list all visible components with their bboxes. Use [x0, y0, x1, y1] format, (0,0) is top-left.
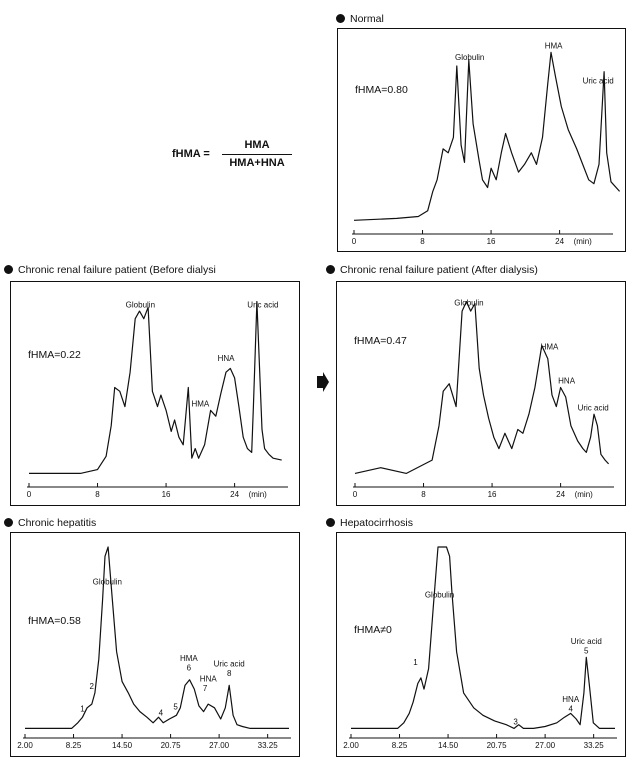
- chromatogram-trace: [353, 51, 621, 221]
- x-tick-label: 20.75: [487, 741, 508, 750]
- formula-lhs: fHMA =: [172, 148, 210, 160]
- chromatogram-chronic-hepatitis: 2.00 8.25 14.50 20.75 27.00 33.25 Globulin 1 2 45…: [17, 546, 291, 750]
- peak-label: 1: [80, 705, 85, 714]
- chromatogram-trace: [351, 546, 615, 729]
- peak-label: Uric acid: [578, 403, 609, 412]
- peak-label: HNA: [558, 377, 576, 386]
- peak-label: 8: [227, 669, 232, 678]
- x-tick-label: 16: [487, 237, 496, 246]
- fraction-bar: [222, 154, 292, 156]
- panel-title-chronic-hepatitis: Chronic hepatitis: [4, 517, 96, 529]
- chart-panel-hepatocirrhosis: 2.00 8.25 14.50 20.75 27.00 33.25 Globulin 1 3 HN…: [336, 532, 626, 757]
- chromatogram-trace: [25, 546, 289, 729]
- bullet-icon: [326, 265, 335, 274]
- peak-label: HMA: [545, 42, 563, 51]
- peak-label: 5: [584, 647, 589, 656]
- x-tick-label: 8.25: [66, 741, 82, 750]
- x-tick-label: 24: [556, 490, 565, 499]
- panel-title-before-dialysis: Chronic renal failure patient (Before di…: [4, 264, 216, 276]
- chromatogram-hepatocirrhosis: 2.00 8.25 14.50 20.75 27.00 33.25 Globulin 1 3 HN…: [343, 546, 617, 750]
- chart-panel-chronic-hepatitis: 2.00 8.25 14.50 20.75 27.00 33.25 Globulin 1 2 4 5…: [10, 532, 300, 757]
- x-unit-label: (min): [574, 237, 593, 246]
- chromatogram-after-dialysis: 0 8 16 24 (min) Globulin HMA HNA Uric acid: [353, 298, 614, 499]
- right-arrow-icon: [317, 372, 329, 392]
- chart-panel-normal: 0 8 16 24 (min) Globulin HMA Uric acid fHMA=0.8…: [337, 28, 626, 252]
- panel-title-after-dialysis: Chronic renal failure patient (After dia…: [326, 264, 538, 276]
- peak-label: Globulin: [455, 53, 484, 62]
- x-tick-label: 16: [488, 490, 497, 499]
- panel-title-hepatocirrhosis: Hepatocirrhosis: [326, 517, 413, 529]
- peak-label: 6: [187, 663, 192, 672]
- peak-label: HMA: [191, 400, 209, 409]
- bullet-icon: [336, 14, 345, 23]
- bullet-icon: [4, 265, 13, 274]
- x-tick-label: 33.25: [584, 741, 605, 750]
- formula-numerator: HMA: [244, 139, 270, 151]
- peak-label: 4: [569, 705, 574, 714]
- peak-label: Globulin: [425, 590, 454, 599]
- x-tick-label: 2.00: [343, 741, 359, 750]
- x-tick-label: 0: [27, 490, 32, 499]
- x-tick-label: 27.00: [535, 741, 556, 750]
- peak-label: Globulin: [126, 300, 155, 309]
- x-tick-label: 16: [162, 490, 171, 499]
- peak-label: HNA: [200, 675, 218, 684]
- x-tick-label: 24: [230, 490, 239, 499]
- x-unit-label: (min): [249, 490, 268, 499]
- peak-label: 3: [513, 718, 518, 727]
- peak-label: HNA: [218, 354, 236, 363]
- x-tick-label: 14.50: [112, 741, 133, 750]
- bullet-icon: [4, 518, 13, 527]
- x-tick-label: 33.25: [258, 741, 279, 750]
- peak-label: Globulin: [454, 298, 483, 307]
- bullet-icon: [326, 518, 335, 527]
- peak-label: HNA: [562, 695, 580, 704]
- peak-label: Uric acid: [214, 660, 245, 669]
- fhma-value-hepatocirrhosis: fHMA≠0: [354, 624, 392, 636]
- peak-label: Globulin: [93, 577, 122, 586]
- x-tick-label: 14.50: [438, 741, 459, 750]
- fhma-value-before-dialysis: fHMA=0.22: [28, 349, 81, 361]
- x-tick-label: 8: [95, 490, 100, 499]
- chromatogram-before-dialysis: 0 8 16 24 (min) Globulin HMA HNA Uric acid: [27, 300, 288, 499]
- x-tick-label: 8: [420, 237, 425, 246]
- x-tick-label: 24: [555, 237, 564, 246]
- x-tick-label: 2.00: [17, 741, 33, 750]
- peak-label: Uric acid: [571, 637, 602, 646]
- chromatogram-trace: [354, 301, 610, 474]
- x-unit-label: (min): [575, 490, 594, 499]
- peak-label: 7: [203, 684, 208, 693]
- fhma-value-chronic-hepatitis: fHMA=0.58: [28, 615, 81, 627]
- x-tick-label: 20.75: [161, 741, 182, 750]
- peak-label: 5: [173, 703, 178, 712]
- chart-panel-after-dialysis: 0 8 16 24 (min) Globulin HMA HNA Uric acid fHMA=…: [336, 281, 626, 506]
- fhma-value-normal: fHMA=0.80: [355, 84, 408, 96]
- x-tick-label: 8.25: [392, 741, 408, 750]
- peak-label: 2: [90, 682, 95, 691]
- peak-label: HMA: [541, 342, 559, 351]
- peak-label: HMA: [180, 654, 198, 663]
- formula-denominator: HMA+HNA: [229, 157, 285, 169]
- x-tick-label: 0: [353, 490, 358, 499]
- peak-label: 1: [413, 658, 418, 667]
- chromatogram-trace: [29, 301, 282, 474]
- chart-panel-before-dialysis: 0 8 16 24 (min) Globulin HMA HNA Uric acid fHMA=…: [10, 281, 300, 506]
- fhma-value-after-dialysis: fHMA=0.47: [354, 335, 407, 347]
- peak-label: 4: [159, 708, 164, 717]
- peak-label: Uric acid: [583, 76, 614, 85]
- x-tick-label: 8: [421, 490, 426, 499]
- peak-label: Uric acid: [247, 300, 278, 309]
- panel-title-normal: Normal: [336, 13, 384, 25]
- chromatogram-normal: 0 8 16 24 (min) Globulin HMA Uric acid: [352, 42, 621, 246]
- x-tick-label: 27.00: [209, 741, 230, 750]
- x-tick-label: 0: [352, 237, 357, 246]
